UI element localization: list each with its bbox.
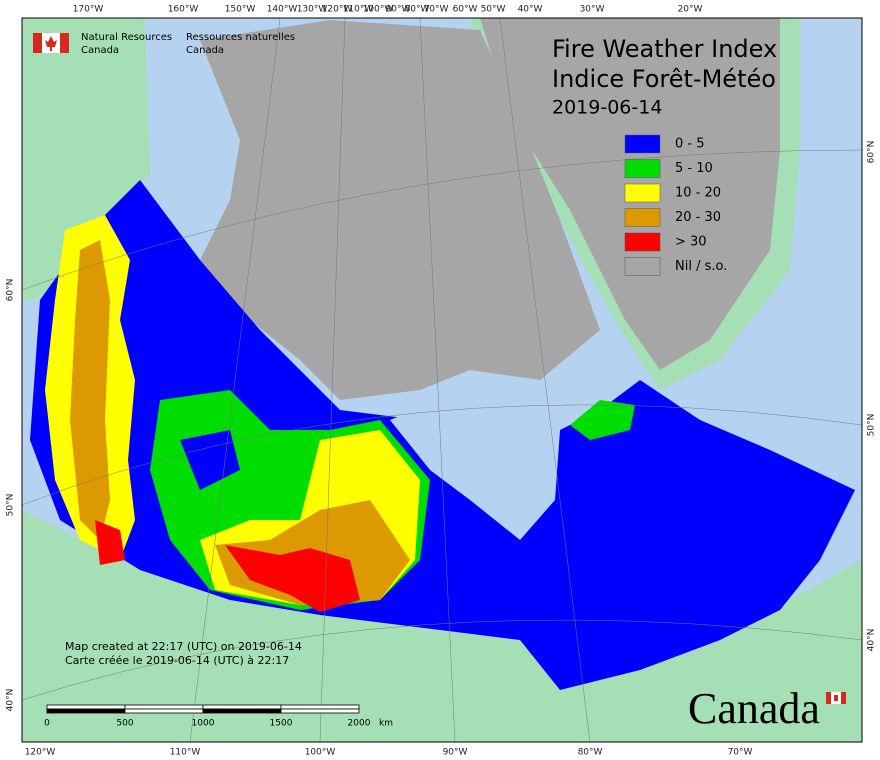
scale-label: 500 [116, 719, 133, 729]
longitude-label: 70°W [728, 748, 753, 758]
agency-logo [33, 33, 69, 53]
agency-en: Natural Resources [81, 32, 172, 43]
longitude-label: 150°W [225, 5, 256, 15]
agency-en: Canada [81, 45, 119, 56]
arctic-islands [200, 20, 600, 400]
scale-segment [280, 704, 360, 710]
fwi-region [95, 520, 125, 565]
legend-swatch [624, 159, 661, 178]
latitude-label: 50°N [867, 414, 877, 437]
title: Fire Weather Index [552, 35, 777, 63]
latitude-label: 60°N [6, 279, 16, 302]
graticule [21, 17, 863, 743]
flag-bar [60, 33, 69, 53]
latitude-label: 50°N [6, 494, 16, 517]
title-fr: Indice Forêt-Météo [552, 65, 776, 93]
graticule-line [419, 17, 456, 743]
scale-label: 1000 [192, 719, 215, 729]
scale-segment [202, 704, 282, 710]
legend-label: 10 - 20 [675, 186, 721, 201]
fwi-region [180, 430, 240, 490]
fwi-region [70, 240, 110, 540]
longitude-label: 140°W [267, 5, 298, 15]
longitude-label: 20°W [678, 5, 703, 15]
longitude-label: 50°W [481, 5, 506, 15]
scale-segment [280, 708, 360, 714]
scale-segment [124, 704, 204, 710]
legend-label: 0 - 5 [675, 137, 705, 152]
longitude-label: 130°W [297, 5, 328, 15]
legend-label: Nil / s.o. [675, 259, 727, 274]
graticule-line [21, 404, 863, 506]
graticule-labels: 170°W 160°W 150°W 140°W 130°W120°W110°W100°W… [6, 5, 877, 758]
longitude-label: 30°W [580, 5, 605, 15]
maple-leaf [45, 36, 57, 51]
fwi-region [570, 400, 635, 440]
map-frame [21, 17, 863, 743]
scale-segment [46, 704, 126, 710]
alaska [22, 18, 150, 300]
legend-swatch [624, 232, 661, 252]
created-en: Map created at 22:17 (UTC) on 2019-06-14 [65, 640, 302, 653]
legend: 0 - 5 5 - 10 10 - 20 20 - 30 > 30 Nil / s.o. [624, 134, 727, 276]
longitude-label: 100°W [305, 748, 336, 758]
graticule-line [319, 17, 346, 743]
flag-bar [826, 692, 831, 704]
scale-label: 2000 [348, 719, 371, 729]
agency-fr: Canada [186, 45, 224, 56]
latitude-label: 40°N [6, 689, 16, 712]
scale-bar: 0 500 1000 1500 2000 km [44, 704, 393, 729]
legend-swatch [624, 257, 661, 276]
longitude-label: 60°W [453, 5, 478, 15]
longitude-label: 40°W [518, 5, 543, 15]
graticule-line [189, 17, 281, 743]
longitude-label: 120°W [25, 748, 56, 758]
longitude-label: 160°W [168, 5, 199, 15]
legend-label: 20 - 30 [675, 210, 721, 225]
longitude-label: 70°W [424, 5, 449, 15]
legend-label: > 30 [675, 235, 707, 250]
legend-swatch [624, 134, 661, 154]
scale-segment [46, 708, 126, 714]
usa [22, 510, 862, 742]
longitude-label: 90°W [386, 5, 411, 15]
graticule-line [21, 619, 863, 701]
longitude-label: 110°W [343, 5, 374, 15]
scale-segment [202, 708, 282, 714]
scale-label: 0 [44, 719, 50, 729]
latitude-label: 60°N [867, 141, 877, 164]
longitude-label: 80°W [405, 5, 430, 15]
longitude-label: 90°W [443, 748, 468, 758]
scale-unit: km [379, 719, 393, 729]
longitude-label: 110°W [170, 748, 201, 758]
created-fr: Carte créée le 2019-06-14 (UTC) à 22:17 [65, 654, 289, 667]
date: 2019-06-14 [552, 97, 662, 119]
longitude-label: 100°W [363, 5, 394, 15]
flag-bar [33, 33, 42, 53]
longitude-label: 80°W [578, 748, 603, 758]
maple-leaf [834, 695, 838, 701]
agency-fr: Ressources naturelles [186, 32, 295, 43]
graticule-line [21, 149, 863, 291]
hudson-bay [390, 395, 560, 540]
legend-swatch [624, 183, 661, 203]
wordmark: Canada [688, 684, 820, 733]
flag-bar [841, 692, 846, 704]
scale-segment [124, 708, 204, 714]
wordmark-flag [826, 692, 846, 704]
latitude-label: 40°N [867, 629, 877, 652]
longitude-label: 120°W [322, 5, 353, 15]
legend-swatch [624, 208, 661, 227]
scale-label: 1500 [270, 719, 293, 729]
longitude-label: 170°W [73, 5, 104, 15]
graticule-line [499, 17, 591, 743]
legend-label: 5 - 10 [675, 161, 713, 176]
